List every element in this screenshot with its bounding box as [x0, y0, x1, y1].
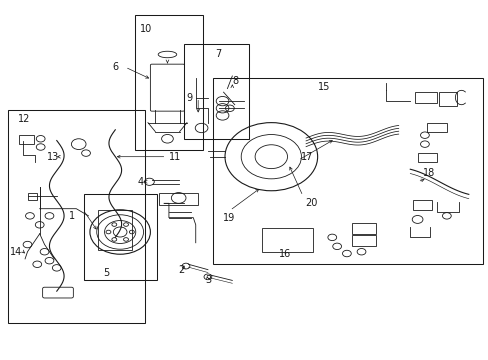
- Text: 12: 12: [18, 114, 30, 124]
- Text: 8: 8: [232, 76, 238, 86]
- Bar: [351, 223, 375, 234]
- Bar: [438, 92, 456, 107]
- Text: 20: 20: [305, 198, 317, 208]
- Text: 13: 13: [47, 152, 59, 162]
- Bar: [183, 44, 249, 139]
- Bar: [98, 211, 132, 250]
- Bar: [19, 135, 34, 144]
- Text: 7: 7: [215, 49, 221, 59]
- Text: 2: 2: [178, 265, 184, 275]
- Bar: [261, 228, 312, 252]
- Bar: [27, 193, 37, 200]
- Bar: [212, 78, 483, 264]
- Text: 11: 11: [168, 152, 181, 162]
- Text: 1: 1: [69, 211, 75, 221]
- Bar: [417, 153, 436, 162]
- Text: 10: 10: [140, 24, 152, 35]
- Bar: [412, 200, 431, 211]
- Bar: [351, 234, 375, 246]
- Text: 16: 16: [278, 248, 290, 258]
- Bar: [83, 194, 157, 280]
- Bar: [8, 110, 144, 323]
- Text: 5: 5: [103, 267, 109, 278]
- Bar: [414, 92, 436, 103]
- Bar: [159, 193, 198, 205]
- Text: 4: 4: [137, 177, 143, 187]
- Bar: [135, 15, 203, 149]
- Text: 9: 9: [185, 93, 192, 103]
- Text: 17: 17: [300, 152, 312, 162]
- Text: 19: 19: [222, 213, 234, 222]
- Text: 14: 14: [9, 247, 21, 257]
- Text: 15: 15: [317, 82, 329, 92]
- Text: 3: 3: [205, 275, 211, 285]
- Text: 18: 18: [422, 168, 434, 178]
- Text: 6: 6: [113, 62, 119, 72]
- Bar: [427, 123, 446, 132]
